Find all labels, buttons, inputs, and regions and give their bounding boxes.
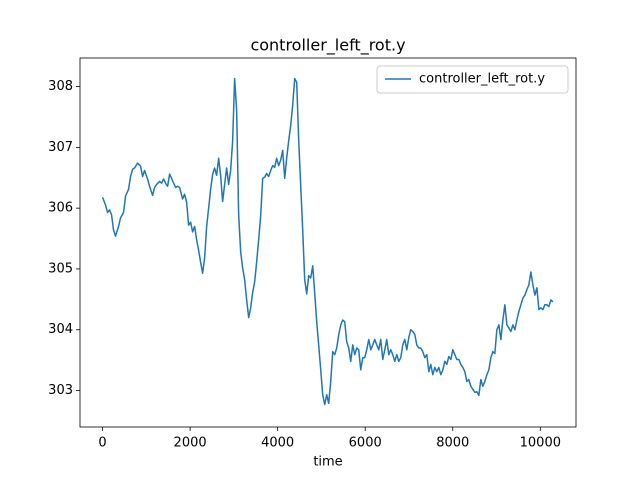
- line-series: [101, 77, 554, 406]
- x-tick-label: 0: [98, 436, 106, 451]
- y-tick-label: 307: [48, 140, 73, 155]
- x-tick-label: 6000: [349, 436, 382, 451]
- legend-label: controller_left_rot.y: [419, 72, 545, 87]
- y-tick-label: 305: [48, 261, 73, 276]
- legend-box: [376, 65, 569, 94]
- x-tick-label: 10000: [520, 436, 561, 451]
- x-axis-label: time: [313, 455, 342, 470]
- axes-frame: [79, 57, 577, 428]
- y-tick-label: 303: [48, 383, 73, 398]
- y-tick-label: 306: [48, 201, 73, 216]
- y-tick-label: 304: [48, 322, 73, 337]
- x-tick-label: 8000: [436, 436, 469, 451]
- y-tick-label: 308: [48, 79, 73, 94]
- chart-title: controller_left_rot.y: [250, 36, 405, 56]
- x-tick-label: 4000: [261, 436, 294, 451]
- x-tick-label: 2000: [174, 436, 207, 451]
